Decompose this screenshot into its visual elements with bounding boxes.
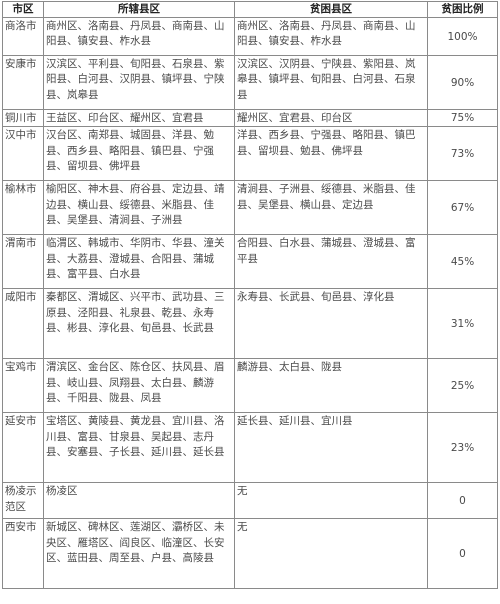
city-cell: 渭南市 bbox=[2, 234, 44, 290]
poor-counties-cell: 无 bbox=[234, 482, 428, 520]
table-row: 延安市 宝塔区、黄陵县、黄龙县、宜川县、洛川县、富县、甘泉县、吴起县、志丹县、安… bbox=[2, 412, 498, 484]
poor-counties-cell: 商州区、洛南县、丹凤县、商南县、山阳县、镇安县、柞水县 bbox=[234, 17, 428, 57]
poor-counties-cell: 洋县、西乡县、宁强县、略阳县、镇巴县、留坝县、勉县、佛坪县 bbox=[234, 126, 428, 182]
ratio-cell: 45% bbox=[427, 234, 498, 290]
ratio-cell: 90% bbox=[427, 55, 498, 111]
city-cell: 咸阳市 bbox=[2, 288, 44, 360]
jurisdiction-cell: 榆阳区、神木县、府谷县、定边县、靖边县、横山县、绥德县、米脂县、佳县、吴堡县、清… bbox=[43, 180, 235, 236]
jurisdiction-cell: 新城区、碑林区、莲湖区、灞桥区、未央区、雁塔区、阎良区、临潼区、长安区、蓝田县、… bbox=[43, 518, 235, 590]
jurisdiction-cell: 渭滨区、金台区、陈仓区、扶风县、眉县、岐山县、凤翔县、太白县、麟游县、千阳县、陇… bbox=[43, 358, 235, 414]
ratio-cell: 0 bbox=[427, 482, 498, 520]
jurisdiction-cell: 汉台区、南郑县、城固县、洋县、勉县、西乡县、略阳县、镇巴县、宁强县、留坝县、佛坪… bbox=[43, 126, 235, 182]
ratio-cell: 23% bbox=[427, 412, 498, 484]
ratio-cell: 100% bbox=[427, 17, 498, 57]
city-cell: 铜川市 bbox=[2, 109, 44, 128]
jurisdiction-cell: 宝塔区、黄陵县、黄龙县、宜川县、洛川县、富县、甘泉县、吴起县、志丹县、安塞县、子… bbox=[43, 412, 235, 484]
table-row: 宝鸡市 渭滨区、金台区、陈仓区、扶风县、眉县、岐山县、凤翔县、太白县、麟游县、千… bbox=[2, 358, 498, 414]
table-row: 榆林市 榆阳区、神木县、府谷县、定边县、靖边县、横山县、绥德县、米脂县、佳县、吴… bbox=[2, 180, 498, 236]
ratio-cell: 67% bbox=[427, 180, 498, 236]
poor-counties-cell: 耀州区、宜君县、印台区 bbox=[234, 109, 428, 128]
poor-counties-cell: 合阳县、白水县、蒲城县、澄城县、富平县 bbox=[234, 234, 428, 290]
poor-counties-cell: 延长县、延川县、宜川县 bbox=[234, 412, 428, 484]
city-cell: 安康市 bbox=[2, 55, 44, 111]
ratio-cell: 31% bbox=[427, 288, 498, 360]
ratio-cell: 0 bbox=[427, 518, 498, 590]
jurisdiction-cell: 王益区、印台区、耀州区、宜君县 bbox=[43, 109, 235, 128]
jurisdiction-cell: 秦都区、渭城区、兴平市、武功县、三原县、泾阳县、礼泉县、乾县、永寿县、彬县、淳化… bbox=[43, 288, 235, 360]
table-row: 商洛市 商州区、洛南县、丹凤县、商南县、山阳县、镇安县、柞水县 商州区、洛南县、… bbox=[2, 17, 498, 57]
poor-counties-cell: 麟游县、太白县、陇县 bbox=[234, 358, 428, 414]
ratio-cell: 25% bbox=[427, 358, 498, 414]
ratio-cell: 75% bbox=[427, 109, 498, 128]
poor-counties-cell: 永寿县、长武县、旬邑县、淳化县 bbox=[234, 288, 428, 360]
table-row: 杨凌示范区 杨凌区 无 0 bbox=[2, 482, 498, 520]
table-row: 安康市 汉滨区、平利县、旬阳县、石泉县、紫阳县、白河县、汉阴县、镇坪县、宁陕县、… bbox=[2, 55, 498, 111]
city-cell: 西安市 bbox=[2, 518, 44, 590]
table-row: 咸阳市 秦都区、渭城区、兴平市、武功县、三原县、泾阳县、礼泉县、乾县、永寿县、彬… bbox=[2, 288, 498, 360]
table-row: 汉中市 汉台区、南郑县、城固县、洋县、勉县、西乡县、略阳县、镇巴县、宁强县、留坝… bbox=[2, 126, 498, 182]
city-cell: 汉中市 bbox=[2, 126, 44, 182]
table-row: 铜川市 王益区、印台区、耀州区、宜君县 耀州区、宜君县、印台区 75% bbox=[2, 109, 498, 128]
poor-counties-cell: 清涧县、子洲县、绥德县、米脂县、佳县、吴堡县、横山县、定边县 bbox=[234, 180, 428, 236]
header-row: 市区 所辖县区 贫困县区 贫困比例 bbox=[2, 0, 498, 19]
city-cell: 宝鸡市 bbox=[2, 358, 44, 414]
header-jurisdiction: 所辖县区 bbox=[43, 0, 235, 19]
city-cell: 榆林市 bbox=[2, 180, 44, 236]
header-city: 市区 bbox=[2, 0, 44, 19]
city-cell: 杨凌示范区 bbox=[2, 482, 44, 520]
table-row: 西安市 新城区、碑林区、莲湖区、灞桥区、未央区、雁塔区、阎良区、临潼区、长安区、… bbox=[2, 518, 498, 590]
poverty-table: 市区 所辖县区 贫困县区 贫困比例 商洛市 商州区、洛南县、丹凤县、商南县、山阳… bbox=[2, 0, 498, 590]
jurisdiction-cell: 商州区、洛南县、丹凤县、商南县、山阳县、镇安县、柞水县 bbox=[43, 17, 235, 57]
jurisdiction-cell: 临渭区、韩城市、华阴市、华县、潼关县、大荔县、澄城县、合阳县、蒲城县、富平县、白… bbox=[43, 234, 235, 290]
city-cell: 延安市 bbox=[2, 412, 44, 484]
table-row: 渭南市 临渭区、韩城市、华阴市、华县、潼关县、大荔县、澄城县、合阳县、蒲城县、富… bbox=[2, 234, 498, 290]
jurisdiction-cell: 汉滨区、平利县、旬阳县、石泉县、紫阳县、白河县、汉阴县、镇坪县、宁陕县、岚皋县 bbox=[43, 55, 235, 111]
header-poor-counties: 贫困县区 bbox=[234, 0, 428, 19]
jurisdiction-cell: 杨凌区 bbox=[43, 482, 235, 520]
city-cell: 商洛市 bbox=[2, 17, 44, 57]
poor-counties-cell: 汉滨区、汉阴县、宁陕县、紫阳县、岚皋县、镇坪县、旬阳县、白河县、石泉县 bbox=[234, 55, 428, 111]
ratio-cell: 73% bbox=[427, 126, 498, 182]
poor-counties-cell: 无 bbox=[234, 518, 428, 590]
header-ratio: 贫困比例 bbox=[427, 0, 498, 19]
